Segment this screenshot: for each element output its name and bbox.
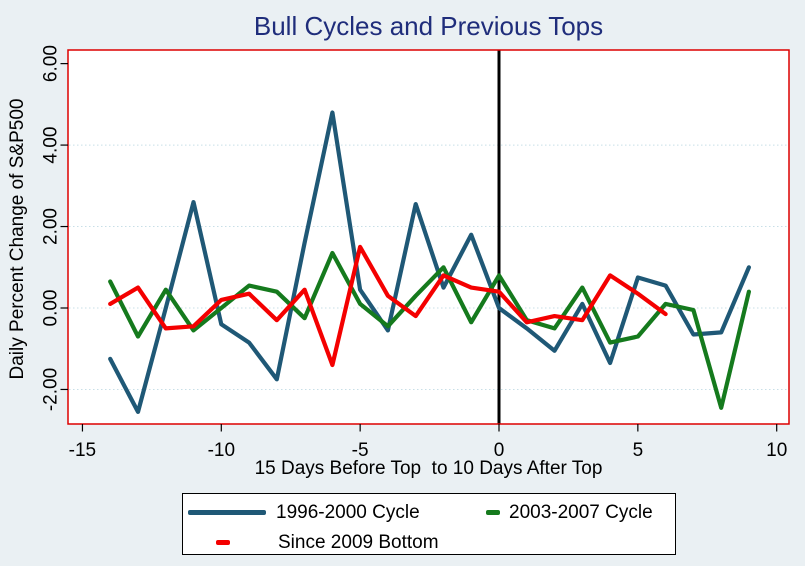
y-axis-title: Daily Percent Change of S&P500 [7,98,28,380]
legend-swatch-1996-2000-cycle [188,510,266,515]
x-axis-title: 15 Days Before Top to 10 Days After Top [254,458,603,479]
series-line-since-2009-bottom [108,244,668,368]
legend-label-1996-2000-cycle: 1996-2000 Cycle [276,502,420,523]
x-tick-label: 5 [633,440,644,461]
y-tick-label: 4.00 [41,127,62,164]
x-axis-ticks: -15 -10 -5 0 5 10 [69,424,787,461]
y-tick-label: 2.00 [41,208,62,245]
y-tick-label: 6.00 [41,45,62,82]
x-tick-label: 0 [494,440,505,461]
y-axis-ticks: 6.00 4.00 2.00 0.00 -2.00 [41,45,68,411]
chart-title: Bull Cycles and Previous Tops [253,11,604,41]
legend-swatch-2003-2007-cycle [486,510,500,515]
legend-label-2003-2007-cycle: 2003-2007 Cycle [509,502,653,523]
series-line-2003-2007-cycle [108,250,752,410]
x-tick-label: -10 [208,440,235,461]
legend: 1996-2000 Cycle 2003-2007 Cycle Since 20… [182,493,676,555]
x-tick-label: 10 [766,440,787,461]
x-tick-label: -5 [352,440,369,461]
y-tick-label: -2.00 [41,368,62,411]
legend-swatch-since-2009-bottom [216,540,230,545]
x-tick-label: -15 [69,440,96,461]
legend-label-since-2009-bottom: Since 2009 Bottom [278,532,439,553]
y-tick-label: 0.00 [41,290,62,327]
plot-border [67,49,790,425]
